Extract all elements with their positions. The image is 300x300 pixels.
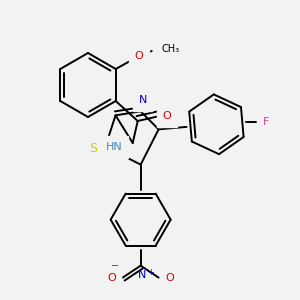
Text: O: O bbox=[107, 273, 116, 283]
Text: F: F bbox=[263, 117, 270, 127]
Text: −: − bbox=[110, 261, 119, 271]
Text: O: O bbox=[134, 51, 143, 61]
Text: O: O bbox=[162, 111, 171, 121]
Text: O: O bbox=[166, 273, 174, 283]
Text: N: N bbox=[139, 95, 147, 105]
Text: +: + bbox=[148, 268, 154, 277]
Text: CH₃: CH₃ bbox=[162, 44, 180, 54]
Text: N: N bbox=[137, 270, 146, 280]
Text: S: S bbox=[89, 142, 98, 155]
Text: HN: HN bbox=[106, 142, 123, 152]
